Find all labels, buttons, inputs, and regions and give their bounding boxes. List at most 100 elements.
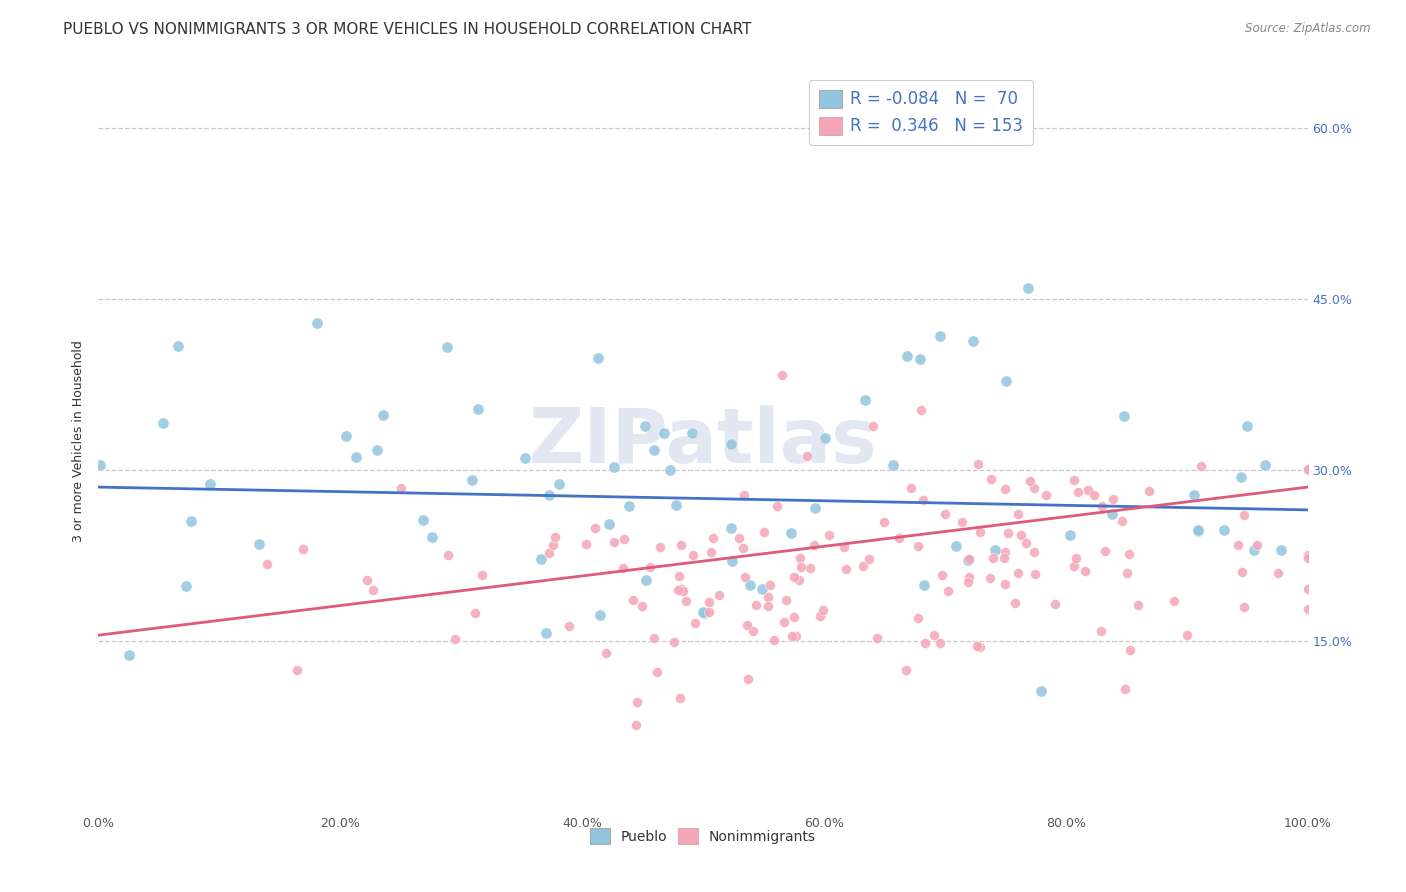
Point xyxy=(720,437,742,451)
Point xyxy=(683,615,706,630)
Point xyxy=(346,450,368,465)
Point xyxy=(980,472,1002,486)
Point xyxy=(537,546,560,560)
Point xyxy=(697,595,720,609)
Point xyxy=(613,532,636,546)
Point xyxy=(962,334,984,348)
Point xyxy=(994,483,1017,497)
Point xyxy=(389,481,412,495)
Point xyxy=(598,516,620,531)
Point xyxy=(461,473,484,487)
Point xyxy=(709,588,731,602)
Point xyxy=(1083,488,1105,502)
Point xyxy=(751,582,773,596)
Point xyxy=(811,603,834,617)
Point xyxy=(804,501,827,516)
Point xyxy=(1187,524,1209,538)
Point xyxy=(575,537,598,551)
Point xyxy=(763,632,786,647)
Point xyxy=(799,561,821,575)
Point xyxy=(1010,528,1032,542)
Point xyxy=(420,530,443,544)
Point xyxy=(291,541,314,556)
Point xyxy=(1114,409,1136,423)
Point xyxy=(595,646,617,660)
Point xyxy=(969,525,991,540)
Point xyxy=(700,545,723,559)
Point xyxy=(412,513,434,527)
Point xyxy=(1175,628,1198,642)
Point xyxy=(626,695,648,709)
Point xyxy=(908,352,931,367)
Point xyxy=(1246,537,1268,551)
Point xyxy=(256,558,278,572)
Point xyxy=(1077,483,1099,498)
Point xyxy=(1232,508,1254,523)
Point xyxy=(464,606,486,620)
Point xyxy=(1114,682,1136,697)
Point xyxy=(1184,488,1206,502)
Point xyxy=(1007,566,1029,581)
Point xyxy=(866,631,889,645)
Point xyxy=(914,636,936,650)
Point xyxy=(366,442,388,457)
Point xyxy=(1066,550,1088,565)
Point xyxy=(631,599,654,613)
Point xyxy=(586,351,609,365)
Point xyxy=(668,568,690,582)
Point xyxy=(832,540,855,554)
Point xyxy=(858,552,880,566)
Point xyxy=(436,340,458,354)
Point xyxy=(1296,548,1319,562)
Point xyxy=(896,349,918,363)
Point xyxy=(1102,492,1125,507)
Point xyxy=(934,507,956,521)
Point xyxy=(894,663,917,677)
Point xyxy=(1296,582,1319,596)
Point xyxy=(1254,458,1277,473)
Point xyxy=(752,524,775,539)
Point xyxy=(371,408,394,422)
Point xyxy=(1137,483,1160,498)
Point xyxy=(957,553,980,567)
Point xyxy=(1004,595,1026,609)
Point xyxy=(537,488,560,502)
Point xyxy=(617,499,640,513)
Point xyxy=(789,551,811,566)
Point xyxy=(1067,484,1090,499)
Point xyxy=(912,578,935,592)
Point xyxy=(1022,545,1045,559)
Point xyxy=(785,629,807,643)
Point xyxy=(589,607,612,622)
Point xyxy=(983,542,1005,557)
Point xyxy=(1296,462,1319,476)
Point xyxy=(770,368,793,382)
Point xyxy=(882,458,904,472)
Text: PUEBLO VS NONIMMIGRANTS 3 OR MORE VEHICLES IN HOUSEHOLD CORRELATION CHART: PUEBLO VS NONIMMIGRANTS 3 OR MORE VEHICL… xyxy=(63,22,752,37)
Point xyxy=(1126,598,1149,612)
Point xyxy=(1035,488,1057,502)
Point xyxy=(634,418,657,433)
Point xyxy=(180,514,202,528)
Point xyxy=(603,459,626,474)
Legend: Pueblo, Nonimmigrants: Pueblo, Nonimmigrants xyxy=(585,822,821,849)
Point xyxy=(1163,594,1185,608)
Point xyxy=(956,574,979,589)
Point xyxy=(922,627,945,641)
Point xyxy=(993,577,1015,591)
Point xyxy=(835,561,858,575)
Point xyxy=(1118,547,1140,561)
Text: ZIPatlas: ZIPatlas xyxy=(529,405,877,478)
Point xyxy=(787,574,810,588)
Point xyxy=(1230,470,1253,484)
Point xyxy=(603,535,626,549)
Point xyxy=(1236,418,1258,433)
Point xyxy=(1063,558,1085,573)
Point xyxy=(808,608,831,623)
Point xyxy=(994,374,1017,388)
Point xyxy=(356,573,378,587)
Point xyxy=(1094,543,1116,558)
Point xyxy=(911,493,934,508)
Point xyxy=(648,540,671,554)
Point xyxy=(981,551,1004,566)
